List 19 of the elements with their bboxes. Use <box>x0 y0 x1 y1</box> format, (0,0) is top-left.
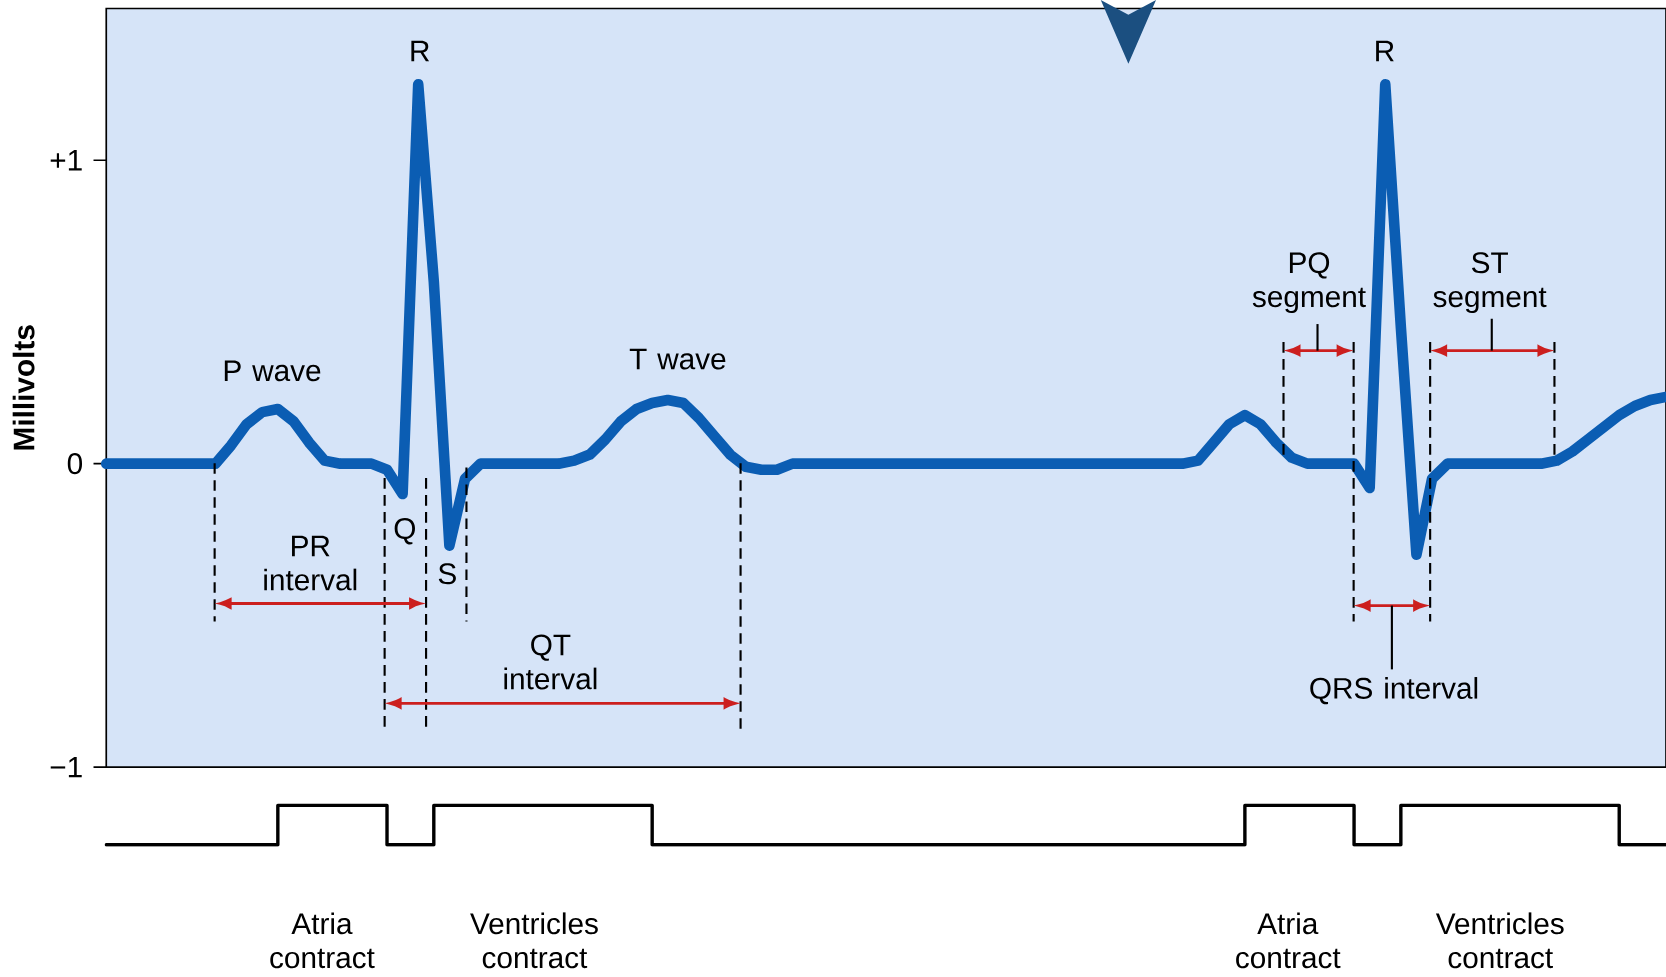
y-tick-label: 0 <box>67 452 83 474</box>
text: Atria contract <box>1236 912 1341 969</box>
annotation: P wave <box>224 360 321 381</box>
y-axis-title: Millivolts <box>12 325 35 450</box>
annotation: PQ segment <box>1252 251 1366 313</box>
y-tick-label: −1 <box>50 756 82 778</box>
text: Ventricles contract <box>1435 912 1564 969</box>
annotation: Q <box>394 517 415 545</box>
annotation: T wave <box>629 348 726 370</box>
annotation: R <box>411 40 430 61</box>
annotation: QT interval <box>504 634 597 690</box>
annotation: QRS interval <box>1310 676 1478 704</box>
annotation: PR interval <box>264 535 357 591</box>
text: Atria contract <box>270 912 375 969</box>
y-tick-label: +1 <box>50 149 82 171</box>
annotation: S <box>438 562 456 585</box>
text: Ventricles contract <box>470 912 598 969</box>
annotation: R <box>1376 40 1394 61</box>
annotation: ST segment <box>1433 251 1547 313</box>
